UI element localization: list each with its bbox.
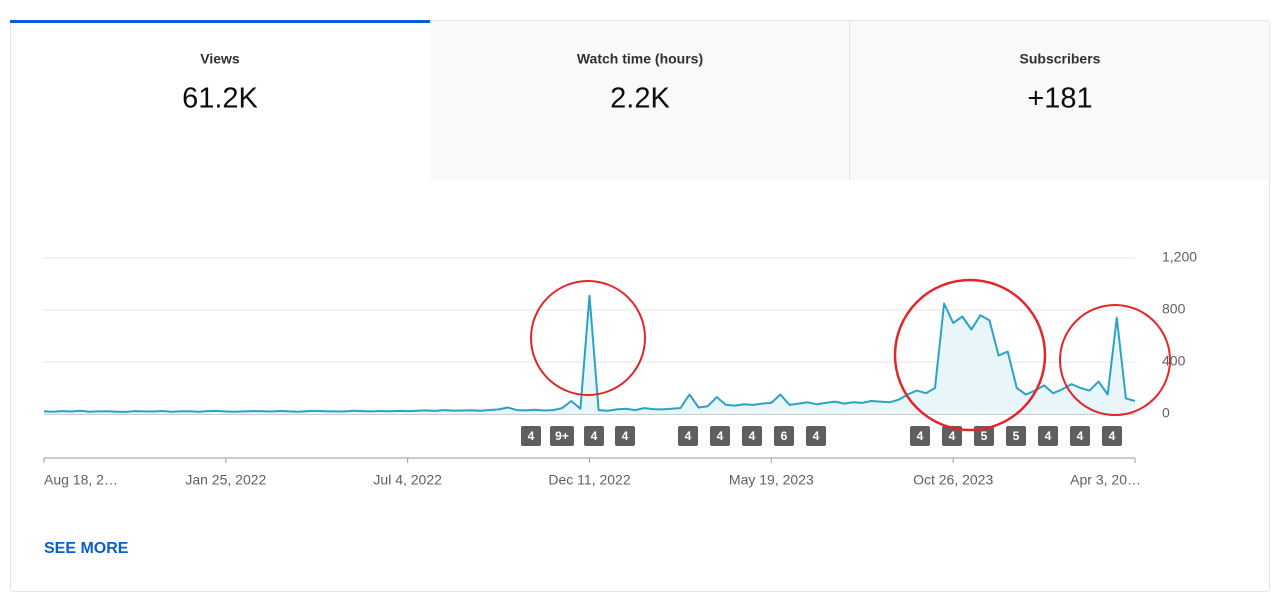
highlight-circle [530, 280, 646, 396]
annotation-badge[interactable]: 4 [806, 426, 826, 446]
badge-label: 4 [717, 429, 724, 443]
annotation-badge[interactable]: 9+ [550, 426, 574, 446]
annotation-badge[interactable]: 4 [584, 426, 604, 446]
badge-label: 4 [813, 429, 820, 443]
area [44, 295, 1135, 414]
y-tick-label: 1,200 [1162, 249, 1197, 265]
badge-bg [806, 426, 826, 446]
annotation-badge[interactable]: 4 [1070, 426, 1090, 446]
badge-bg [942, 426, 962, 446]
annotation-badge[interactable]: 6 [774, 426, 794, 446]
annotation-badge[interactable]: 4 [910, 426, 930, 446]
badge-label: 4 [528, 429, 535, 443]
x-tick-label: Apr 3, 20… [1070, 472, 1141, 488]
annotation-badge[interactable]: 5 [1006, 426, 1026, 446]
tab-indicator [10, 20, 430, 23]
annotation-badge[interactable]: 4 [942, 426, 962, 446]
annotation-badge[interactable]: 4 [710, 426, 730, 446]
badge-bg [1070, 426, 1090, 446]
badge-bg [910, 426, 930, 446]
tab[interactable]: Views 61.2K [182, 51, 258, 115]
y-tick-label: 800 [1162, 301, 1186, 317]
badge-bg [742, 426, 762, 446]
badge-label: 6 [781, 429, 788, 443]
line [43, 294, 1136, 413]
tab[interactable]: Subscribers +181 [1020, 51, 1101, 115]
badge-label: 9+ [555, 429, 569, 443]
badge-label: 4 [591, 429, 598, 443]
tab-label: Watch time (hours) [577, 51, 703, 67]
badge-bg [1102, 426, 1122, 446]
badge-bg [550, 426, 574, 446]
y-tick-label: 0 [1162, 405, 1170, 421]
badge-bg [1038, 426, 1058, 446]
highlight-circle [1059, 304, 1171, 416]
badge-label: 5 [981, 429, 988, 443]
badge-label: 5 [1013, 429, 1020, 443]
annotation-badge[interactable]: 4 [1038, 426, 1058, 446]
badge-bg [678, 426, 698, 446]
y-tick-label: 400 [1162, 353, 1186, 369]
annotation-badge[interactable]: 4 [742, 426, 762, 446]
badge-label: 4 [949, 429, 956, 443]
badge-bg [1006, 426, 1026, 446]
badge-bg [615, 426, 635, 446]
tab-label: Subscribers [1020, 51, 1101, 67]
badge-label: 4 [685, 429, 692, 443]
badge-label: 4 [1045, 429, 1052, 443]
annotation-badge[interactable]: 4 [615, 426, 635, 446]
x-tick-label: Dec 11, 2022 [548, 472, 630, 488]
badge-bg [774, 426, 794, 446]
x-tick-label: Oct 26, 2023 [913, 472, 993, 488]
tab-value: 2.2K [610, 83, 670, 115]
tab-value: +181 [1027, 83, 1092, 115]
badge-bg [710, 426, 730, 446]
badge-label: 4 [1109, 429, 1116, 443]
see-more-link[interactable]: SEE MORE [44, 540, 129, 557]
annotation-badge[interactable]: 4 [1102, 426, 1122, 446]
badge-bg [974, 426, 994, 446]
plot: 0 400 800 1,200 Aug 18, 2… Jan 25, 2022 Jul 4,… [43, 249, 1197, 488]
annotation-badge[interactable]: 5 [974, 426, 994, 446]
badge-label: 4 [1077, 429, 1084, 443]
tab-value: 61.2K [182, 83, 258, 115]
badge-label: 4 [622, 429, 629, 443]
x-tick-label: Jul 4, 2022 [373, 472, 442, 488]
tab[interactable]: Watch time (hours) 2.2K [577, 51, 703, 115]
badge-label: 4 [917, 429, 924, 443]
x-tick-label: Aug 18, 2… [44, 472, 118, 488]
tab-label: Views [200, 51, 240, 67]
badge-bg [521, 426, 541, 446]
badge-bg [584, 426, 604, 446]
annotation-badge[interactable]: 4 [678, 426, 698, 446]
x-tick-label: May 19, 2023 [729, 472, 814, 488]
highlight-circle [893, 278, 1047, 432]
annotation-badge[interactable]: 4 [521, 426, 541, 446]
x-tick-label: Jan 25, 2022 [185, 472, 266, 488]
badge-label: 4 [749, 429, 756, 443]
